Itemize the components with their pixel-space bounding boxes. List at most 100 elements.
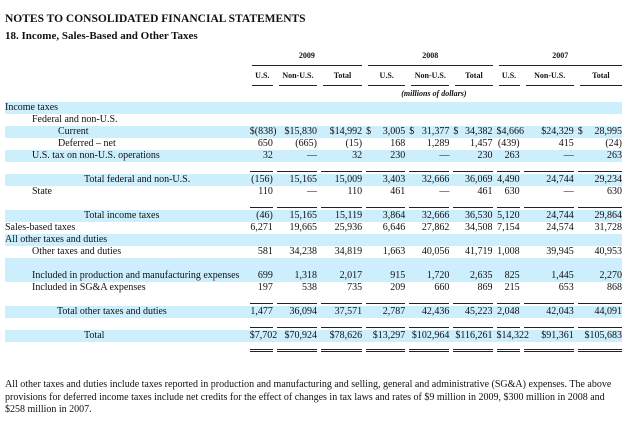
cell-value: 4,490 bbox=[492, 174, 520, 186]
underline bbox=[409, 349, 450, 352]
underline bbox=[453, 326, 493, 328]
cell-value: 29,864 bbox=[573, 210, 622, 222]
table-row: U.S. tax on non-U.S. operations 32—32 230—… bbox=[5, 150, 622, 162]
table-row: Other taxes and duties 581 34,238 34,819 1,6… bbox=[5, 246, 622, 258]
column-header: U.S. bbox=[368, 70, 406, 86]
underline bbox=[523, 206, 574, 208]
underline bbox=[320, 206, 363, 208]
cell-value: 34,238 bbox=[289, 246, 317, 257]
cell-value: 32,666 bbox=[405, 210, 450, 222]
cell-value: 1,457 bbox=[470, 138, 493, 149]
table-row: Included in production and manufacturing… bbox=[5, 258, 622, 282]
underline bbox=[366, 349, 406, 352]
underline bbox=[409, 170, 450, 172]
underline bbox=[276, 170, 317, 172]
table-row: State 110 — 110 461 — 461 630 — 630 bbox=[5, 186, 622, 198]
cell-value: 40,953 bbox=[594, 246, 623, 257]
cell-value: 29,234 bbox=[573, 174, 622, 186]
cell-value: 7,154 bbox=[497, 222, 520, 233]
underline bbox=[496, 206, 520, 208]
row-label: Sales-based taxes bbox=[5, 222, 76, 233]
cell-value: 42,436 bbox=[405, 306, 450, 318]
cell-value: (156) bbox=[245, 174, 273, 186]
column-header: Non-U.S. bbox=[411, 70, 450, 86]
single-underline-row bbox=[5, 318, 622, 330]
row-label: Total other taxes and duties bbox=[5, 306, 246, 318]
cell-value: (24) bbox=[605, 138, 622, 149]
underline bbox=[320, 349, 363, 352]
underline bbox=[276, 326, 317, 328]
cell-value: (46) bbox=[245, 210, 273, 222]
cell-value: 39,945 bbox=[546, 246, 574, 257]
cell-value: 1,663 bbox=[382, 246, 406, 257]
table-row: Federal and non-U.S. bbox=[5, 114, 622, 126]
cell-value: 36,094 bbox=[272, 306, 317, 318]
cell-value: 2,787 bbox=[362, 306, 406, 318]
cell-value: 230 bbox=[362, 150, 406, 162]
row-label: Federal and non-U.S. bbox=[32, 114, 118, 125]
underline bbox=[249, 302, 273, 304]
cell-value: 868 bbox=[607, 282, 622, 293]
column-header: Non-U.S. bbox=[525, 70, 574, 86]
cell-value: 699 bbox=[245, 258, 273, 282]
cell-value: 32,666 bbox=[405, 174, 450, 186]
underline bbox=[577, 349, 622, 352]
row-label: U.S. tax on non-U.S. operations bbox=[5, 150, 246, 162]
underline bbox=[496, 302, 520, 304]
cell-value: 215 bbox=[504, 282, 520, 293]
cell-value: 36,069 bbox=[449, 174, 493, 186]
underline bbox=[409, 206, 450, 208]
cell-value: 168 bbox=[390, 138, 406, 149]
underline bbox=[496, 170, 520, 172]
cell-value: 36,530 bbox=[449, 210, 493, 222]
cell-value: (665) bbox=[295, 138, 317, 149]
cell-value: 263 bbox=[492, 150, 520, 162]
cell-value: 197 bbox=[257, 282, 273, 293]
cell-value: 1,289 bbox=[426, 138, 450, 149]
cell-value: $34,382 bbox=[449, 126, 493, 138]
row-label: Included in SG&A expenses bbox=[32, 282, 146, 293]
cell-value: — bbox=[519, 150, 574, 162]
footnote: All other taxes and duties include taxes… bbox=[5, 379, 612, 415]
cell-value: 415 bbox=[558, 138, 574, 149]
row-label: Income taxes bbox=[5, 102, 246, 114]
cell-value: 15,165 bbox=[272, 210, 317, 222]
underline bbox=[409, 326, 450, 328]
table-row: Total income taxes (46) 15,165 15,119 3,864 3… bbox=[5, 210, 622, 222]
underline bbox=[320, 170, 363, 172]
cell-value: 31,728 bbox=[594, 222, 623, 233]
cell-value: $70,924 bbox=[272, 330, 317, 342]
cell-value: 1,477 bbox=[245, 306, 273, 318]
section-title: 18. Income, Sales-Based and Other Taxes bbox=[5, 30, 198, 42]
cell-value: $102,964 bbox=[405, 330, 450, 342]
cell-value: 32 bbox=[316, 150, 363, 162]
cell-value: 2,017 bbox=[316, 258, 363, 282]
table-row: Total $7,702 $70,924 $78,626 $13,297 $102,964… bbox=[5, 330, 622, 342]
underline bbox=[276, 349, 317, 352]
cell-value: 653 bbox=[558, 282, 574, 293]
cell-value: 630 bbox=[607, 186, 622, 197]
column-header: U.S. bbox=[251, 70, 273, 86]
double-underline-row bbox=[5, 342, 622, 354]
cell-value: 915 bbox=[362, 258, 406, 282]
table-row: Total federal and non-U.S. (156) 15,165 15,… bbox=[5, 174, 622, 186]
underline bbox=[523, 302, 574, 304]
underline bbox=[320, 326, 363, 328]
table-row: Income taxes bbox=[5, 102, 622, 114]
underline bbox=[249, 349, 273, 352]
underline bbox=[276, 206, 317, 208]
row-label: Total bbox=[5, 330, 246, 342]
single-underline-row bbox=[5, 162, 622, 174]
cell-value: 869 bbox=[477, 282, 493, 293]
cell-value: 209 bbox=[390, 282, 406, 293]
underline bbox=[249, 170, 273, 172]
cell-value: 3,403 bbox=[362, 174, 406, 186]
cell-value: 41,719 bbox=[465, 246, 493, 257]
underline bbox=[577, 206, 622, 208]
cell-value: (15) bbox=[345, 138, 363, 149]
single-underline-row bbox=[5, 294, 622, 306]
column-header: Non-U.S. bbox=[278, 70, 317, 86]
cell-value: 1,445 bbox=[519, 258, 574, 282]
cell-value: $14,992 bbox=[316, 126, 363, 138]
cell-value: $4,666 bbox=[492, 126, 524, 138]
